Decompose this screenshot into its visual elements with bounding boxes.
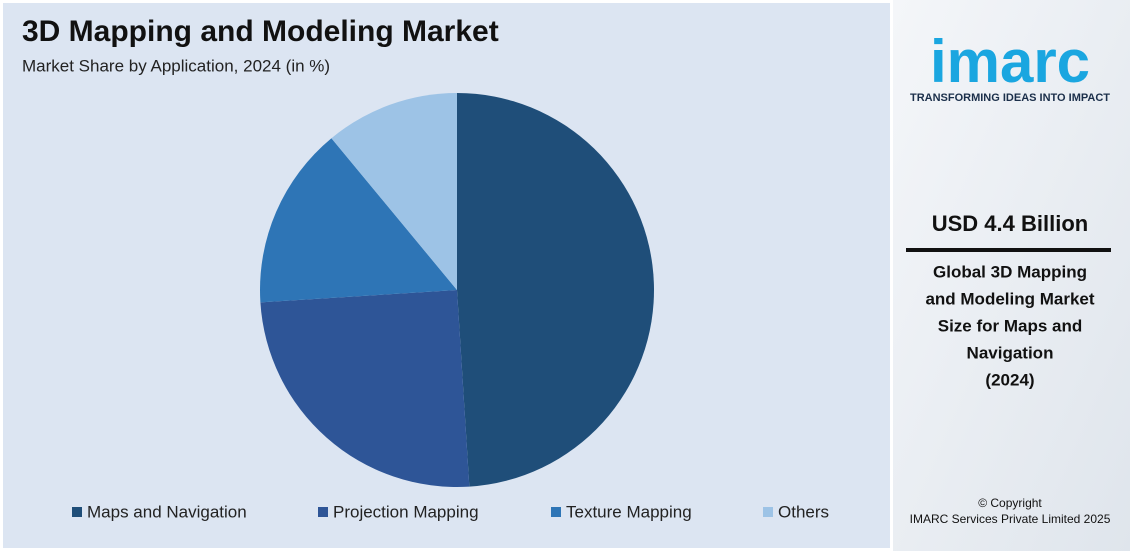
pie-slice bbox=[457, 93, 654, 487]
copyright: IMARC Services Private Limited 2025 bbox=[910, 512, 1111, 526]
legend-label: Others bbox=[778, 502, 829, 521]
legend-swatch bbox=[551, 507, 561, 517]
legend-label: Projection Mapping bbox=[333, 502, 479, 521]
description-line: and Modeling Market bbox=[925, 289, 1094, 308]
pie-slice bbox=[260, 138, 457, 303]
copyright: © Copyright bbox=[978, 496, 1042, 510]
description-line: (2024) bbox=[985, 370, 1034, 389]
legend-label: Maps and Navigation bbox=[87, 502, 247, 521]
pie-slice bbox=[260, 290, 470, 487]
tagline: TRANSFORMING IDEAS INTO IMPACT bbox=[910, 92, 1110, 104]
headline: USD 4.4 Billion bbox=[932, 211, 1088, 236]
sidebar bbox=[893, 0, 1130, 551]
legend-swatch bbox=[72, 507, 82, 517]
chart-title: 3D Mapping and Modeling Market bbox=[22, 15, 499, 48]
description-line: Navigation bbox=[967, 343, 1054, 362]
logo: imarc bbox=[930, 28, 1090, 95]
legend-swatch bbox=[318, 507, 328, 517]
legend-swatch bbox=[763, 507, 773, 517]
pie-slice bbox=[331, 93, 457, 290]
chart-subtitle: Market Share by Application, 2024 (in %) bbox=[22, 56, 330, 75]
description-line: Global 3D Mapping bbox=[933, 262, 1087, 281]
legend-label: Texture Mapping bbox=[566, 502, 692, 521]
description-line: Size for Maps and bbox=[938, 316, 1083, 335]
divider bbox=[906, 248, 1111, 252]
